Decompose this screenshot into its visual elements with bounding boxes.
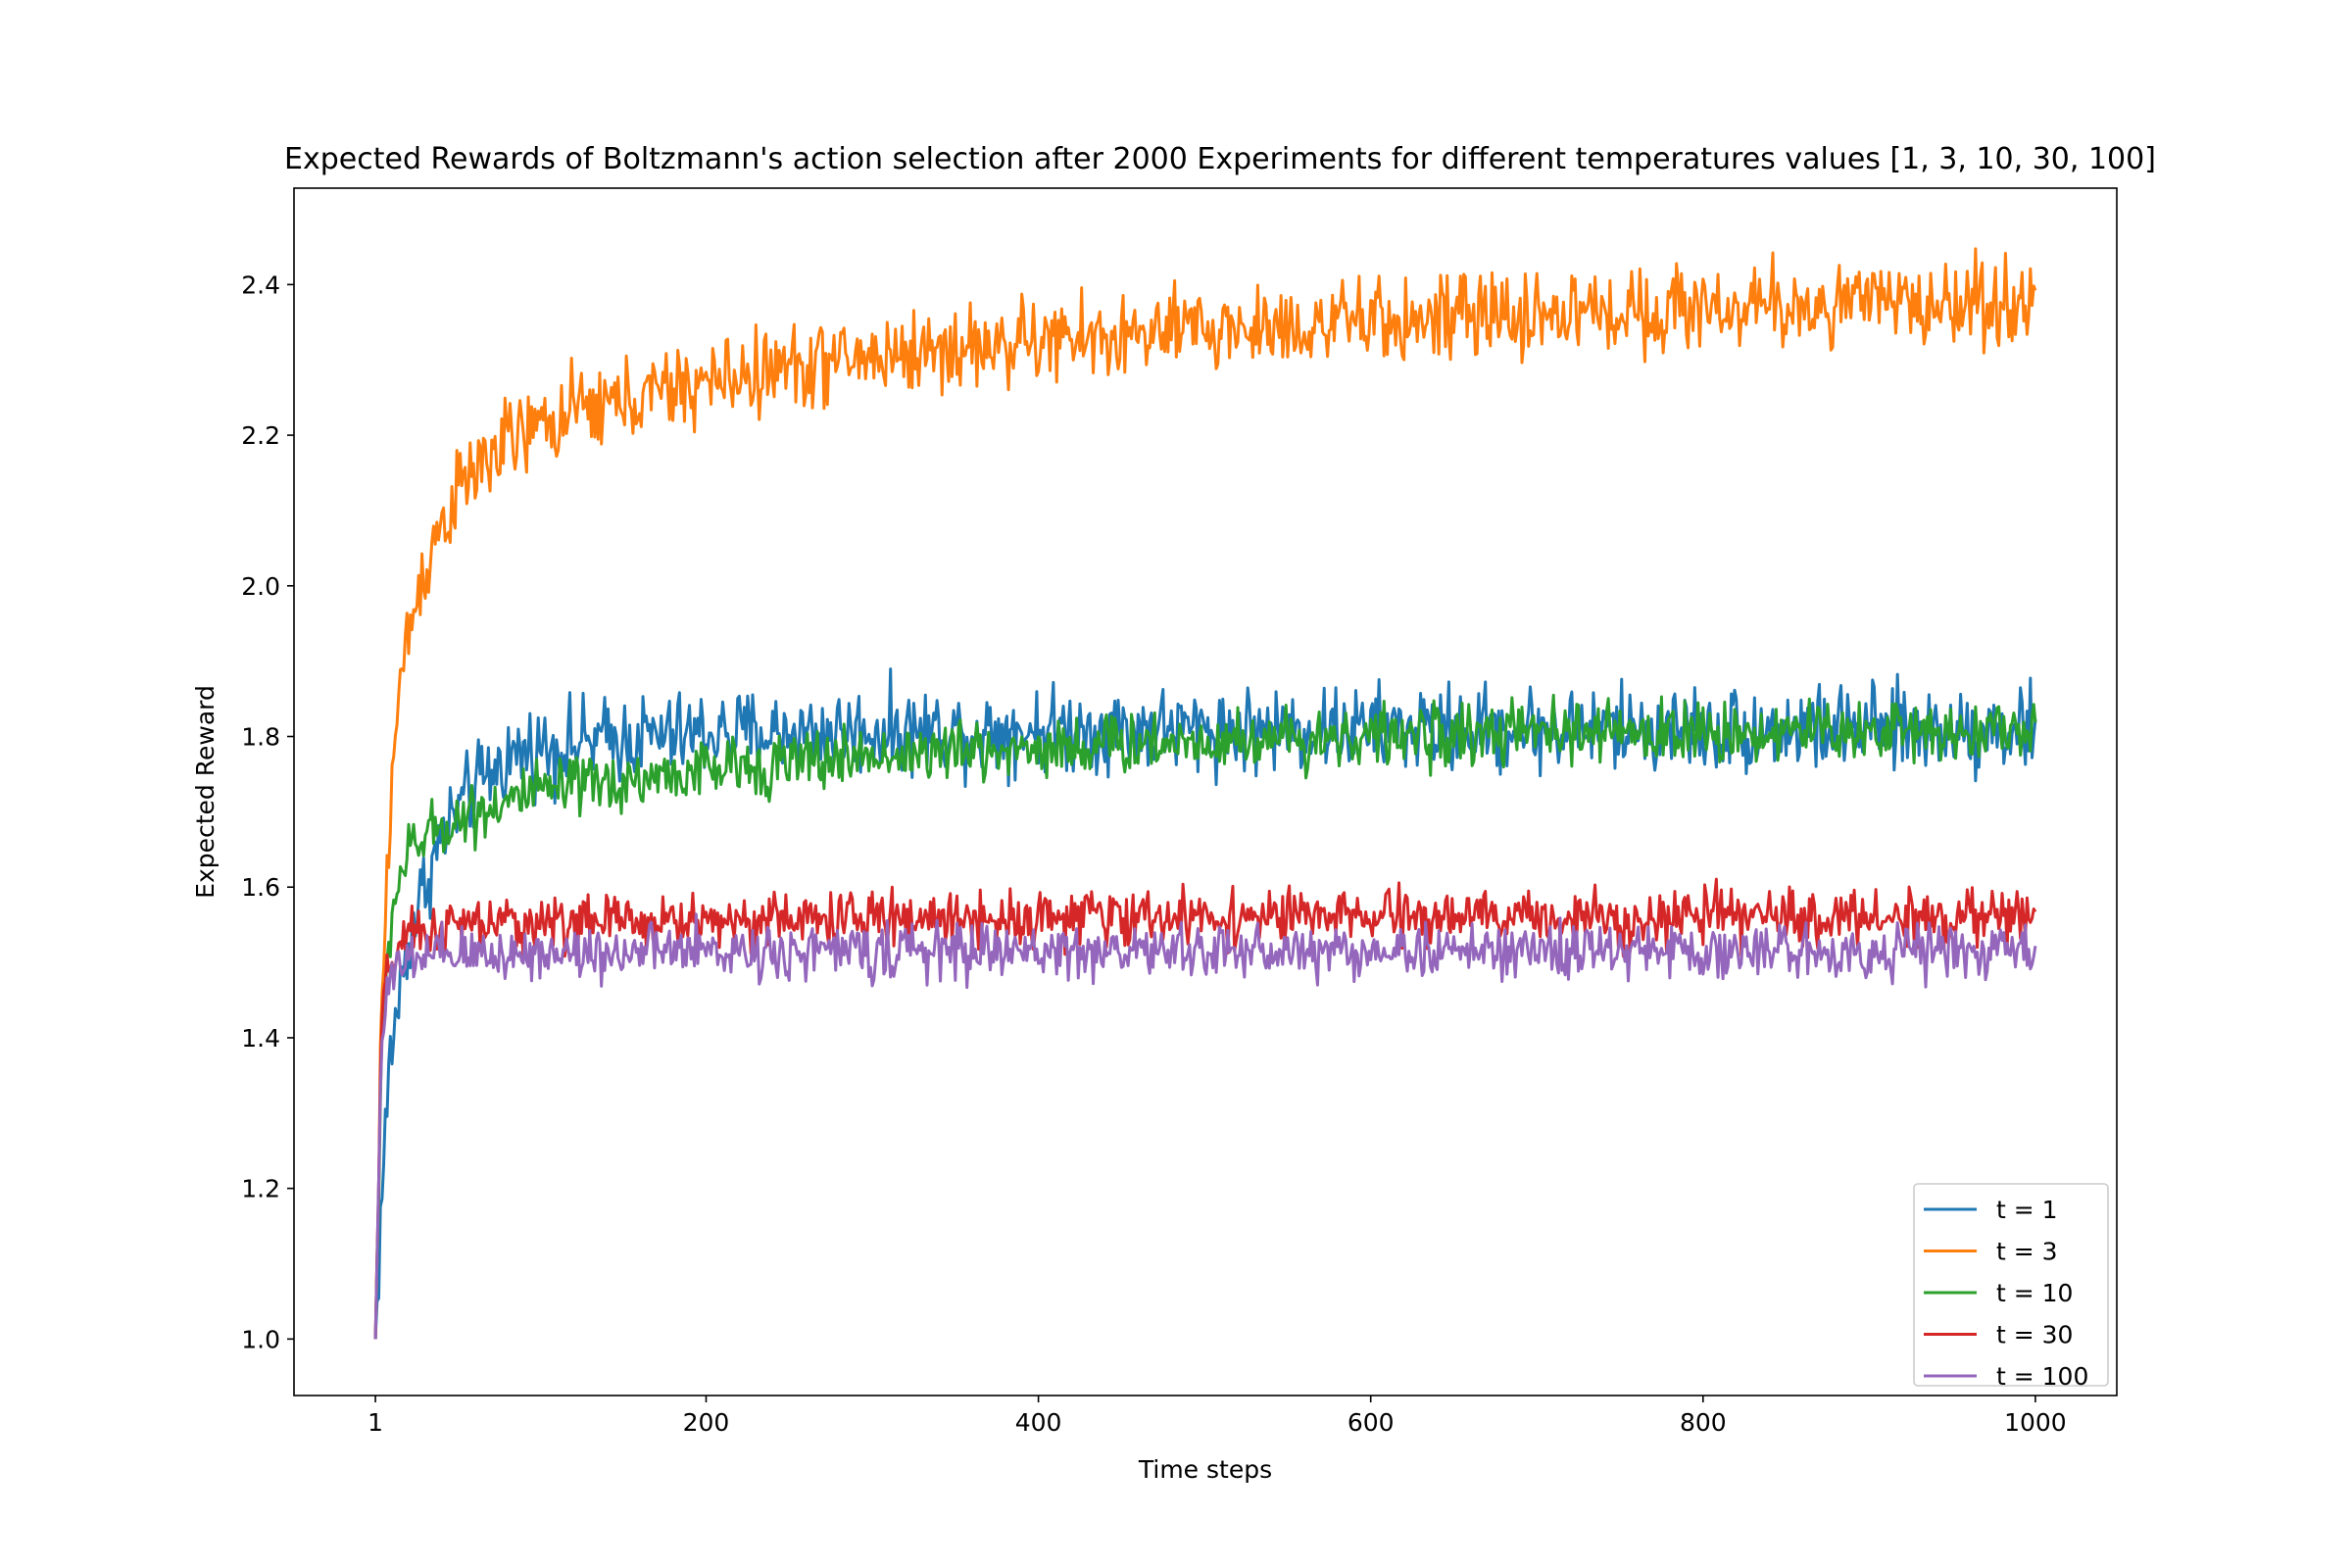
x-tick-label: 200 (683, 1408, 730, 1437)
legend-label: t = 10 (1996, 1279, 2073, 1307)
legend-label: t = 30 (1996, 1321, 2073, 1349)
y-tick-label: 1.6 (241, 873, 280, 902)
y-tick-label: 1.2 (241, 1175, 280, 1203)
series-line-3 (373, 693, 2037, 1340)
legend: t = 1 t = 3 t = 10 t = 30 t = 100 (1913, 1183, 2109, 1391)
y-tick-label: 2.2 (241, 421, 280, 450)
x-tick-label: 1 (368, 1408, 383, 1437)
x-tick-label: 600 (1348, 1408, 1395, 1437)
series-line-2 (373, 247, 2037, 1340)
legend-label: t = 100 (1996, 1362, 2088, 1391)
y-tick-label: 1.0 (241, 1325, 280, 1353)
y-tick-label: 2.4 (241, 270, 280, 299)
legend-label: t = 1 (1996, 1196, 2058, 1224)
y-tick-label: 2.0 (241, 572, 280, 601)
legend-label: t = 3 (1996, 1238, 2058, 1266)
y-tick-label: 1.8 (241, 723, 280, 752)
y-tick-label: 1.4 (241, 1024, 280, 1053)
y-axis-label: Expected Reward (191, 685, 220, 899)
chart-title: Expected Rewards of Boltzmann's action s… (284, 142, 2156, 176)
x-tick-label: 1000 (2004, 1408, 2067, 1437)
series-line-5 (373, 912, 2037, 1340)
x-tick-label: 400 (1015, 1408, 1062, 1437)
plot-area-frame (293, 187, 2118, 1396)
x-tick-label: 800 (1680, 1408, 1727, 1437)
x-axis-label: Time steps (1138, 1455, 1272, 1484)
